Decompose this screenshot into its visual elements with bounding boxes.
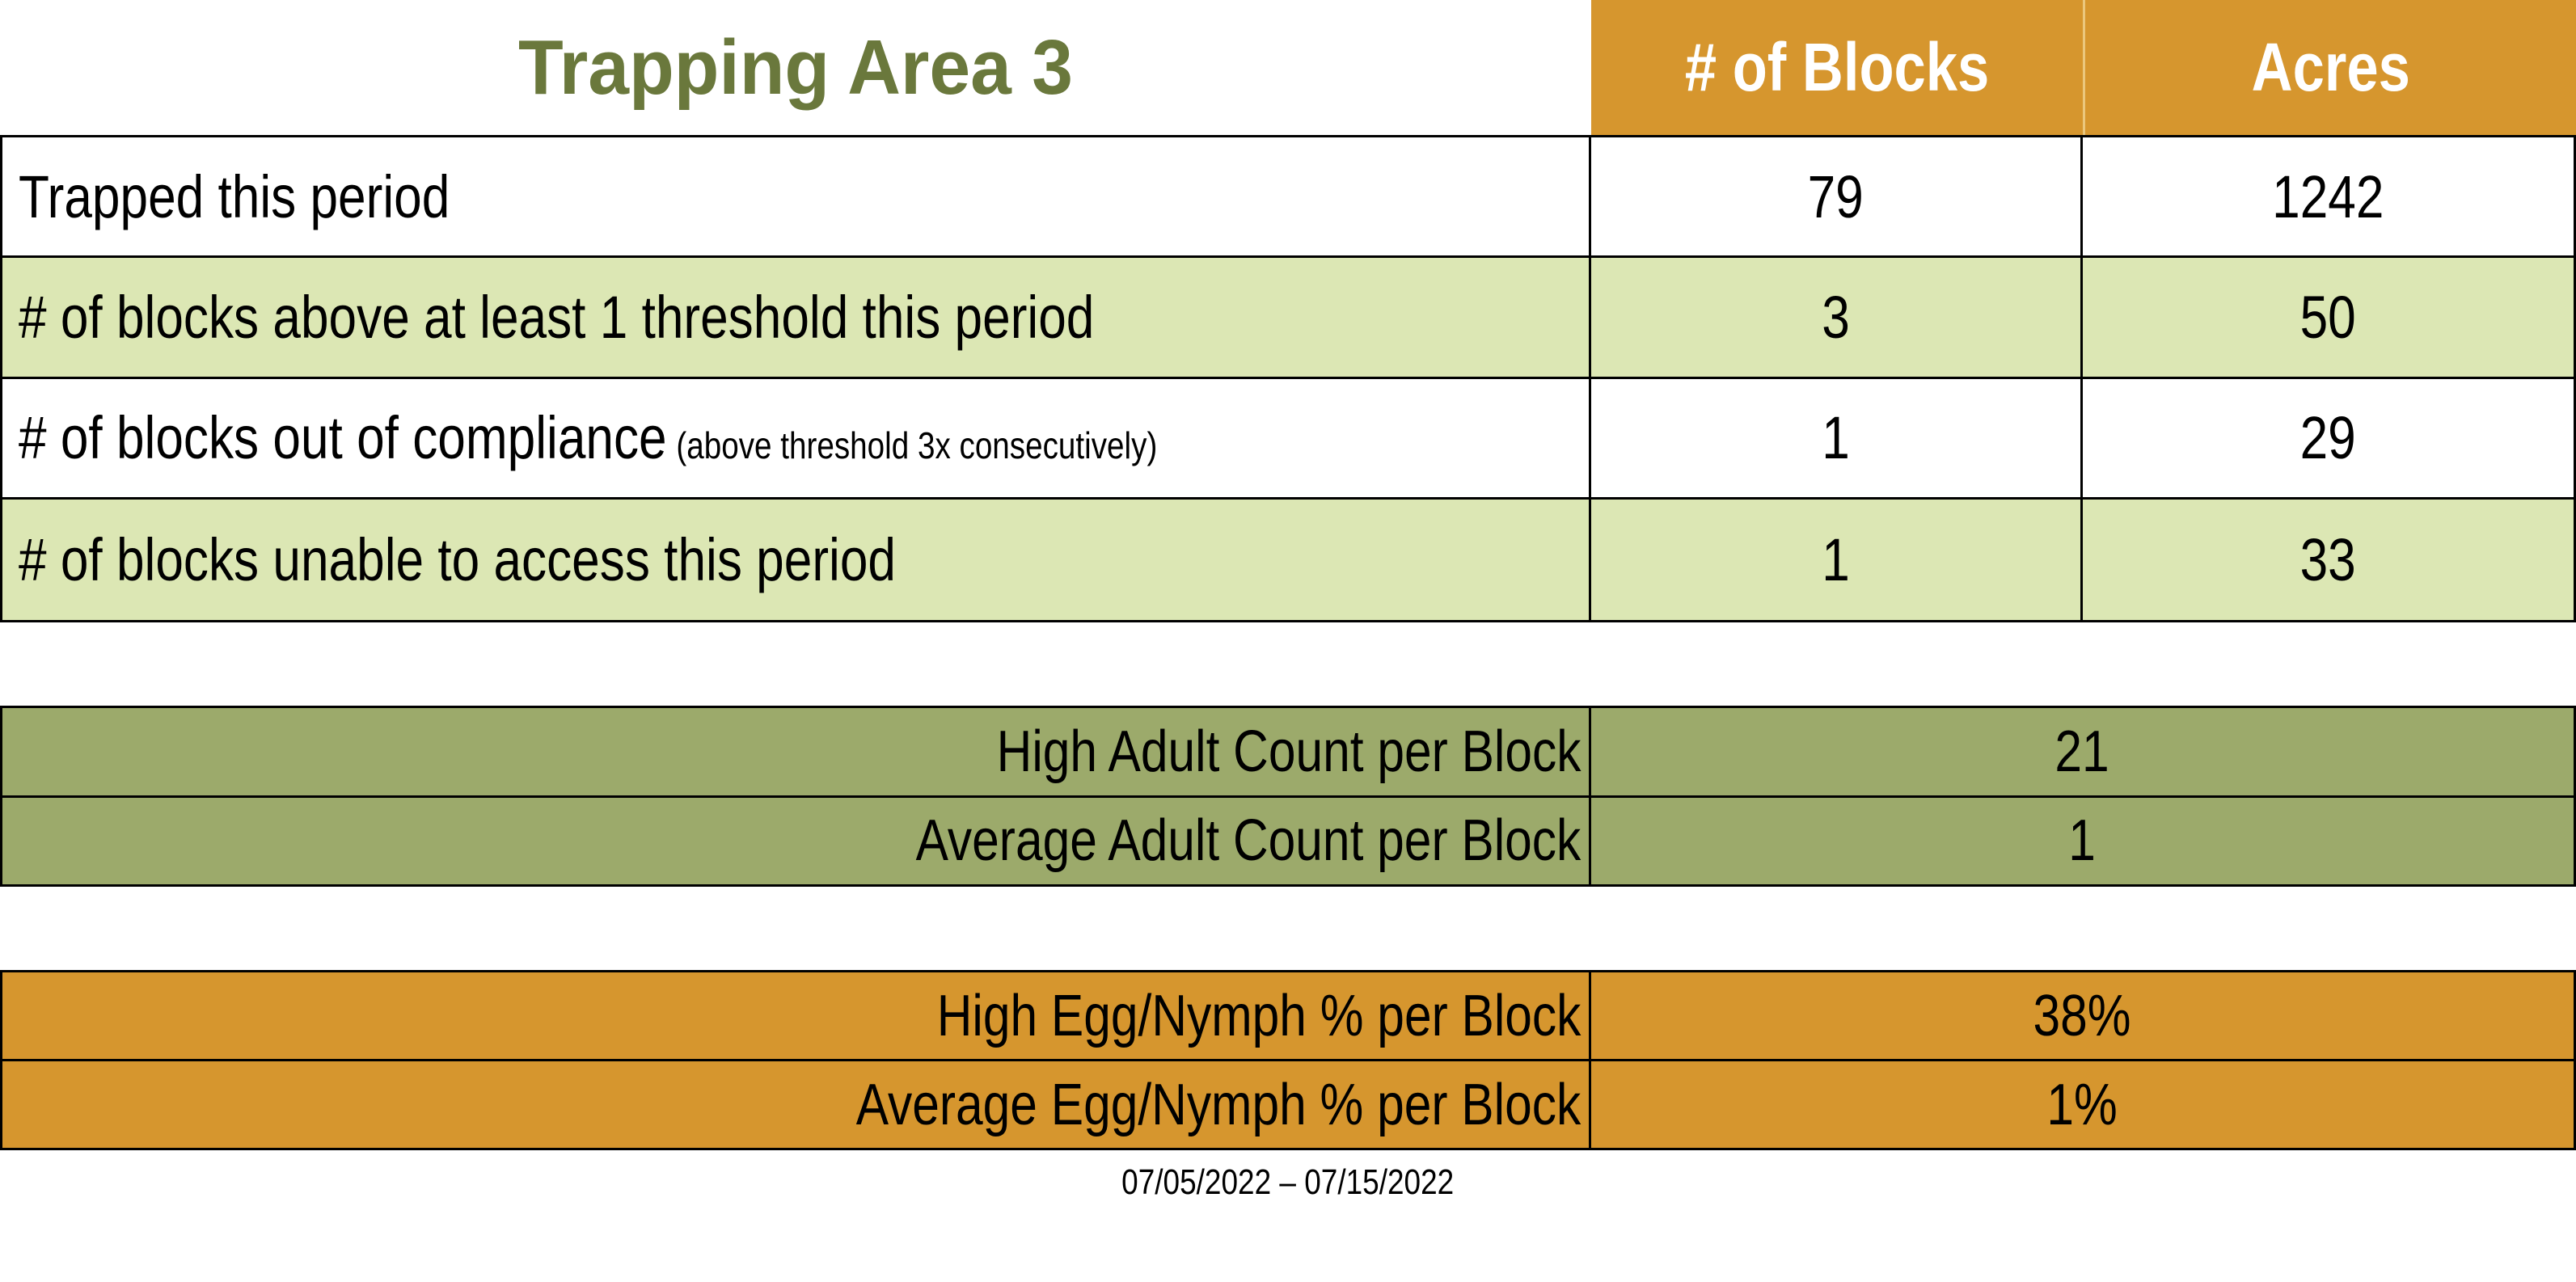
section-row-value-cell: 1	[1591, 798, 2574, 885]
page-title: Trapping Area 3	[518, 23, 1073, 111]
egg-nymph-section: High Egg/Nymph % per Block 38% Average E…	[0, 970, 2576, 1150]
table-cell-acres: 33	[2083, 499, 2574, 620]
column-header-blocks: # of Blocks	[1591, 0, 2083, 135]
section-row: High Egg/Nymph % per Block 38%	[2, 972, 2574, 1059]
section-row-label-cell: Average Egg/Nymph % per Block	[2, 1061, 1591, 1148]
cell-value: 1242	[2272, 162, 2384, 230]
column-header-acres-label: Acres	[2251, 29, 2410, 105]
section-row-label: Average Adult Count per Block	[915, 808, 1581, 874]
page-title-cell: Trapping Area 3	[0, 0, 1591, 135]
section-row-value: 21	[2054, 719, 2110, 784]
date-range-text: 07/05/2022 – 07/15/2022	[1121, 1162, 1455, 1202]
row-label-text: # of blocks out of compliance (above thre…	[19, 403, 1157, 472]
section-row: Average Egg/Nymph % per Block 1%	[2, 1059, 2574, 1148]
summary-table: Trapped this period 79 1242 # of blocks …	[0, 135, 2576, 622]
section-row-value: 38%	[2033, 983, 2132, 1048]
cell-value: 33	[2299, 525, 2357, 593]
table-cell-blocks: 3	[1591, 258, 2083, 379]
table-cell-acres: 50	[2083, 258, 2574, 379]
table-row-label: Trapped this period	[2, 137, 1591, 259]
cell-value: 3	[1822, 283, 1850, 351]
cell-value: 50	[2299, 283, 2357, 351]
cell-value: 29	[2299, 404, 2357, 472]
row-label-main: # of blocks out of compliance	[19, 404, 667, 472]
column-header-acres: Acres	[2083, 0, 2576, 135]
section-row-value-cell: 21	[1591, 708, 2574, 795]
row-label-text: Trapped this period	[19, 162, 450, 230]
table-cell-acres: 29	[2083, 378, 2574, 500]
section-row-value-cell: 38%	[1591, 972, 2574, 1059]
section-row-label: High Egg/Nymph % per Block	[936, 983, 1581, 1048]
row-label-text: # of blocks above at least 1 threshold t…	[19, 283, 1095, 351]
section-row-label: High Adult Count per Block	[996, 719, 1581, 784]
section-row-value-cell: 1%	[1591, 1061, 2574, 1148]
adult-count-section: High Adult Count per Block 21 Average Ad…	[0, 706, 2576, 887]
row-label-text: # of blocks unable to access this period	[19, 525, 896, 593]
table-cell-blocks: 1	[1591, 378, 2083, 500]
section-row-value: 1	[2068, 808, 2097, 874]
table-cell-blocks: 1	[1591, 499, 2083, 620]
section-row-label-cell: High Adult Count per Block	[2, 708, 1591, 795]
section-row-value: 1%	[2046, 1072, 2118, 1137]
cell-value: 1	[1822, 525, 1850, 593]
date-range-label: 07/05/2022 – 07/15/2022	[0, 1162, 2576, 1203]
section-row-label-cell: High Egg/Nymph % per Block	[2, 972, 1591, 1059]
section-row-label-cell: Average Adult Count per Block	[2, 797, 1591, 884]
section-row: High Adult Count per Block 21	[2, 708, 2574, 795]
cell-value: 1	[1822, 404, 1850, 472]
column-header-blocks-label: # of Blocks	[1684, 29, 1990, 105]
row-label-note: (above threshold 3x consecutively)	[676, 424, 1158, 467]
table-header-row: Trapping Area 3 # of Blocks Acres	[0, 0, 2576, 135]
table-row-label: # of blocks unable to access this period	[2, 499, 1591, 620]
section-row-label: Average Egg/Nymph % per Block	[855, 1072, 1581, 1137]
table-row-label: # of blocks above at least 1 threshold t…	[2, 258, 1591, 379]
cell-value: 79	[1807, 162, 1864, 230]
table-cell-acres: 1242	[2083, 137, 2574, 259]
section-row: Average Adult Count per Block 1	[2, 795, 2574, 885]
table-cell-blocks: 79	[1591, 137, 2083, 259]
table-row-label: # of blocks out of compliance (above thre…	[2, 378, 1591, 500]
